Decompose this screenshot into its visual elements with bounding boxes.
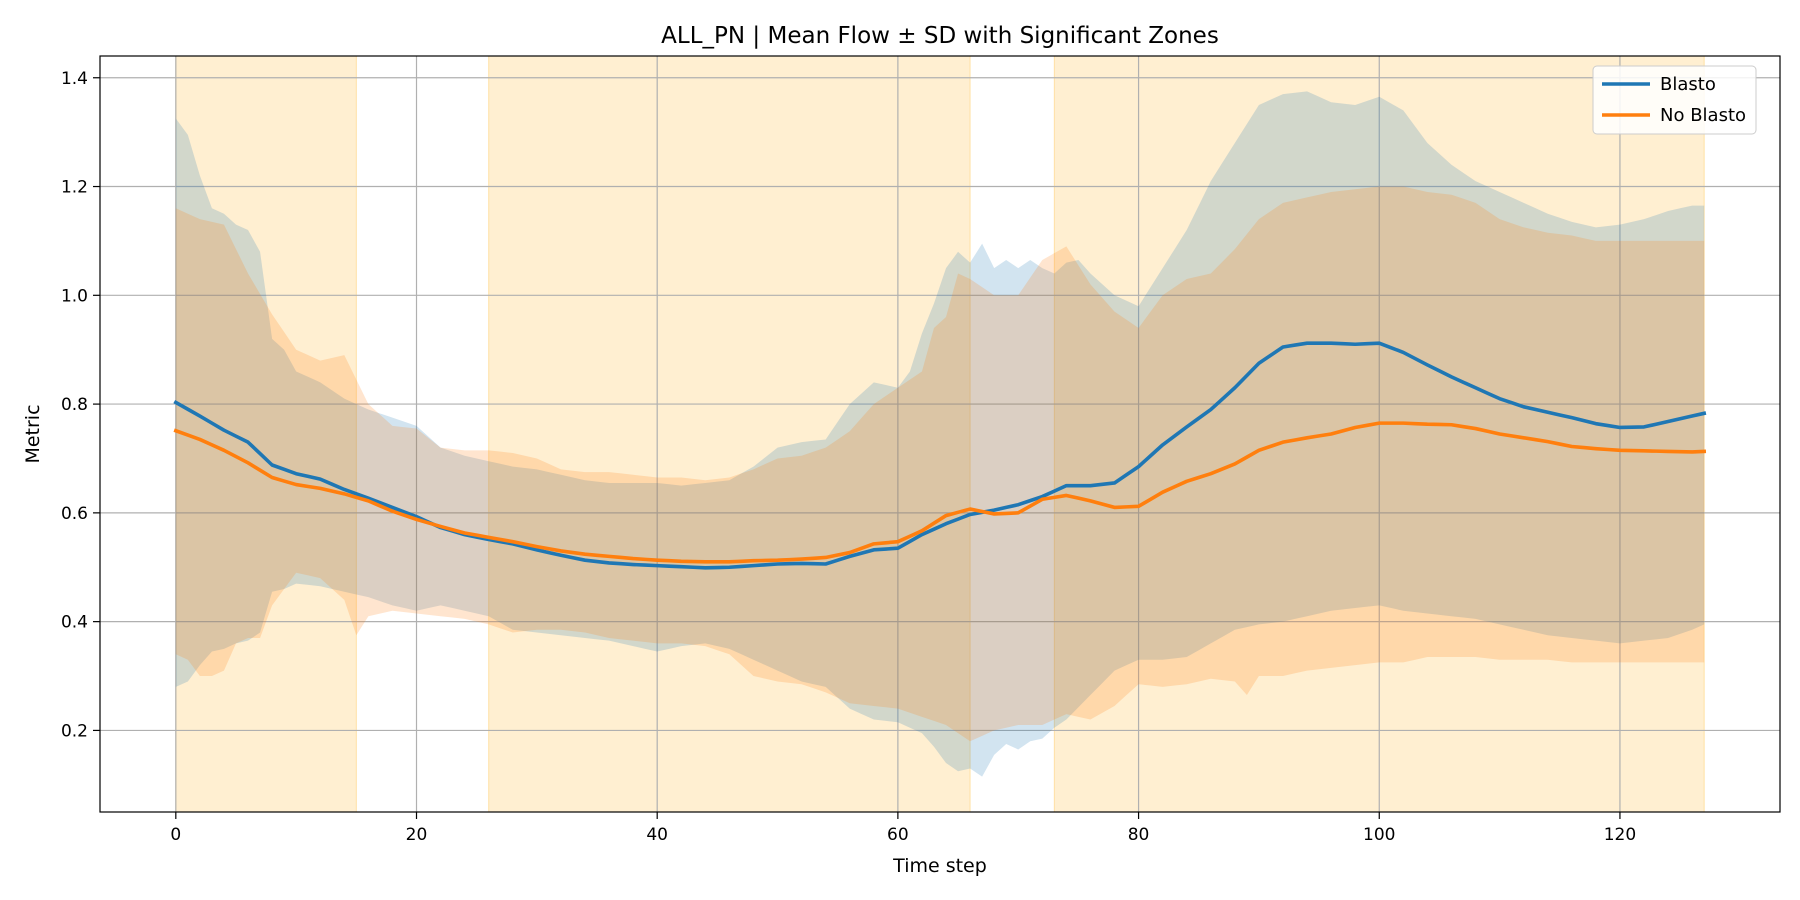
x-tick-label: 120: [1604, 825, 1636, 845]
axis-ticks: 0 20 40 60 80 100 120 0.2 0.4 0.6 0.8 1.0 1.2 1.4: [61, 69, 1636, 845]
legend-label-no-blasto: No Blasto: [1660, 105, 1746, 126]
y-axis-label: Metric: [22, 404, 44, 463]
y-tick-label: 1.2: [61, 178, 88, 198]
legend: Blasto No Blasto: [1592, 65, 1757, 135]
mean-line-no-blasto: [173, 421, 1707, 564]
x-tick-label: 60: [887, 825, 909, 845]
x-tick-label: 40: [646, 825, 668, 845]
y-tick-label: 0.6: [61, 504, 88, 524]
x-axis-label: Time step: [892, 855, 987, 877]
y-tick-label: 0.8: [61, 395, 88, 415]
significant-zone-0: [175, 55, 357, 813]
x-tick-label: 0: [170, 825, 181, 845]
y-tick-label: 1.0: [61, 286, 88, 306]
plot-frame: [99, 55, 1781, 813]
legend-label-blasto: Blasto: [1660, 74, 1716, 95]
mean-lines: [173, 341, 1707, 570]
chart-title: ALL_PN | Mean Flow ± SD with Significant…: [661, 23, 1219, 49]
x-tick-label: 80: [1128, 825, 1150, 845]
sd-band-no-blasto: [175, 186, 1705, 742]
y-tick-label: 0.4: [61, 613, 88, 633]
y-tick-label: 1.4: [61, 69, 88, 89]
grid: [100, 56, 1780, 812]
x-tick-label: 20: [406, 825, 428, 845]
y-tick-label: 0.2: [61, 721, 88, 741]
sd-band-blasto: [175, 91, 1705, 777]
x-tick-label: 100: [1363, 825, 1395, 845]
sd-bands: [175, 91, 1705, 777]
